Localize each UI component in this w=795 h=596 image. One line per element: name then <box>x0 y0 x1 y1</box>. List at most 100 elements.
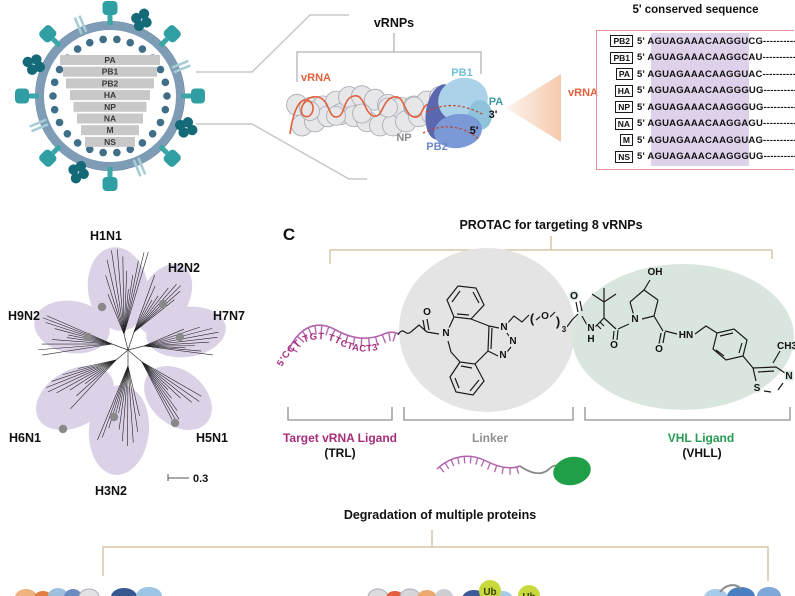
sequence-row: PB2 5' AGUAGAAACAAGGUCG---------- <box>602 33 795 49</box>
tree-branch <box>133 284 177 333</box>
segment-name-box: PB1 <box>610 51 633 64</box>
trl-abbr: (TRL) <box>324 446 355 460</box>
conserved-region-highlight <box>651 33 749 166</box>
m1-dot <box>126 145 135 154</box>
vrna-strand <box>289 95 431 135</box>
tree-branch <box>51 359 117 382</box>
tree-branch <box>133 299 175 333</box>
tree-branch <box>133 286 156 333</box>
sequence-text: 5' AGUAGAAACAAGGAGU---------- <box>637 118 795 130</box>
sequence-row: NS 5' AGUAGAAACAAGGGUG---------- <box>602 149 795 165</box>
sequence-row: M 5' AGUAGAAACAAGGUAG---------- <box>602 132 795 148</box>
rna-tooth <box>439 466 445 473</box>
clade-label-h9n2: H9N2 <box>8 309 40 323</box>
tree-branch <box>143 345 186 349</box>
tree-branch <box>133 285 181 333</box>
five-prime-label: 5' <box>470 125 479 137</box>
segment-name-box: NS <box>615 150 633 163</box>
sequence-text: 5' AGUAGAAACAAGGUCG---------- <box>637 35 795 47</box>
tree-branch <box>62 359 117 375</box>
tree-branch <box>105 275 125 335</box>
m2-spike <box>132 157 147 177</box>
tree-branch <box>123 289 129 335</box>
rna-tooth <box>330 329 336 338</box>
rna-tooth <box>352 337 356 347</box>
tree-branch <box>141 361 173 420</box>
rna-tooth <box>493 465 498 473</box>
atom-label: ( <box>530 311 535 326</box>
tree-scale-bar <box>167 474 189 481</box>
clade-label-h6n1: H6N1 <box>9 431 41 445</box>
m1-dot <box>49 92 57 100</box>
table-side-vrna-label: vRNA <box>568 87 598 99</box>
segment-bar <box>81 125 139 136</box>
pa-label: PA <box>489 96 504 108</box>
m1-dot <box>138 139 147 147</box>
ha-spike <box>39 144 62 167</box>
rna-tooth <box>289 347 298 353</box>
tree-node-dot <box>170 418 180 428</box>
tree-branch <box>143 345 202 352</box>
sequence-row: NP 5' AGUAGAAACAAGGGUG---------- <box>602 99 795 115</box>
m1-dot <box>113 148 121 157</box>
rna-tooth <box>307 327 313 337</box>
table-to-vrnp-arrow <box>506 74 561 142</box>
tree-branch <box>115 365 129 414</box>
rna-strand-3p <box>425 104 485 116</box>
three-prime-label: 3' <box>489 109 498 121</box>
atom-label: O <box>423 307 431 318</box>
clade-label-h7n7: H7N7 <box>213 309 245 323</box>
protac-title: PROTAC for targeting 8 vRNPs <box>459 218 642 232</box>
m1-dot <box>148 129 157 138</box>
tree-branch <box>123 270 128 335</box>
rna-tooth <box>444 462 450 470</box>
na-spike <box>68 161 89 184</box>
trl-rna-comb <box>287 324 400 353</box>
tree-branch <box>46 315 113 345</box>
vrnp-structure-diagram: vRNPs vRNA NP PB1 PA 3' 5' PB2 <box>286 16 504 153</box>
pb2-label: PB2 <box>426 141 447 153</box>
m2-spike <box>29 118 49 133</box>
rna-tooth <box>337 332 343 342</box>
tree-node-dot <box>97 302 107 312</box>
tree-branch <box>118 365 129 414</box>
tree-branch <box>141 361 192 403</box>
atom-label: ) <box>556 314 560 329</box>
clade-label-h3n2: H3N2 <box>95 484 127 498</box>
tree-branch <box>76 359 117 397</box>
panel-c-letter: C <box>283 225 295 244</box>
m2-spike <box>171 59 191 74</box>
segment-bar <box>60 55 160 65</box>
m1-dot <box>99 148 107 157</box>
sequence-table-box: PB2 5' AGUAGAAACAAGGUCG---------- PB1 5' AG… <box>596 30 795 170</box>
np-label: NP <box>396 132 411 144</box>
m1-dot <box>73 45 82 53</box>
atom-label: N <box>500 322 507 333</box>
tree-branch <box>101 365 129 438</box>
ub-label: Ub <box>522 592 535 596</box>
ubiquitin-circle <box>518 585 540 596</box>
rna-tooth <box>475 457 479 465</box>
tree-branch <box>141 361 200 402</box>
atom-label: H <box>587 334 594 345</box>
tree-branch <box>46 359 117 388</box>
m1-dot <box>126 38 135 47</box>
rna-tooth <box>469 456 472 464</box>
segment-bar <box>63 66 157 77</box>
m1-dot <box>50 105 59 114</box>
segment-name-box: PA <box>615 68 633 81</box>
tree-branch <box>141 361 178 411</box>
m1-dot <box>85 145 94 154</box>
atom-label: CH3 <box>777 341 795 352</box>
rna-tooth <box>388 332 391 342</box>
tree-branch <box>84 359 117 384</box>
m1-dot <box>156 118 165 127</box>
tree-branch <box>123 251 149 335</box>
tree-branch <box>52 339 113 345</box>
component-brackets <box>287 407 791 421</box>
segment-label: PB1 <box>102 67 119 77</box>
vrnp-title: vRNPs <box>374 16 414 30</box>
m1-dot <box>156 65 165 74</box>
tree-branch <box>127 365 139 432</box>
